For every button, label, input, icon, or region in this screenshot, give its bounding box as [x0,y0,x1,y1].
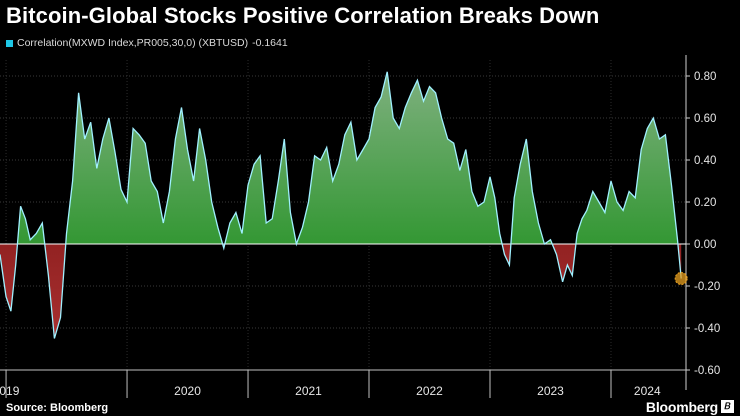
x-axis: 2019 2020 2021 2022 2023 2024 [0,369,686,398]
x-year-label: 2022 [416,384,443,398]
x-year-label: 2019 [0,384,20,398]
y-axis: 0.80 0.60 0.40 0.20 0.00 -0.20 -0.40 -0.60 [685,55,720,390]
last-value-marker [674,271,688,285]
chart-title: Bitcoin-Global Stocks Positive Correlati… [6,3,600,28]
x-year-label: 2023 [537,384,564,398]
x-year-label: 2021 [295,384,322,398]
legend: Correlation(MXWD Index,PR005,30,0) (XBTU… [6,37,288,49]
legend-series-name: Correlation(MXWD Index,PR005,30,0) (XBTU… [17,37,249,49]
x-year-label: 2020 [174,384,201,398]
x-year-label: 2024 [634,384,661,398]
brand-logo: Bloomberg [645,399,718,415]
y-tick-label: 0.80 [694,71,716,83]
y-tick-label: -0.20 [694,281,720,293]
source-note: Source: Bloomberg [6,402,109,414]
y-tick-label: 0.20 [694,197,716,209]
y-tick-label: 0.00 [694,239,716,251]
y-tick-label: 0.60 [694,113,716,125]
brand-badge-icon: 𝐵 [721,400,734,413]
series-line [0,71,682,339]
legend-last-value: -0.1641 [252,37,288,49]
y-tick-label: -0.60 [694,365,720,377]
y-tick-label: -0.40 [694,323,720,335]
positive-area [0,71,682,244]
y-tick-label: 0.40 [694,155,716,167]
legend-swatch [6,39,13,47]
